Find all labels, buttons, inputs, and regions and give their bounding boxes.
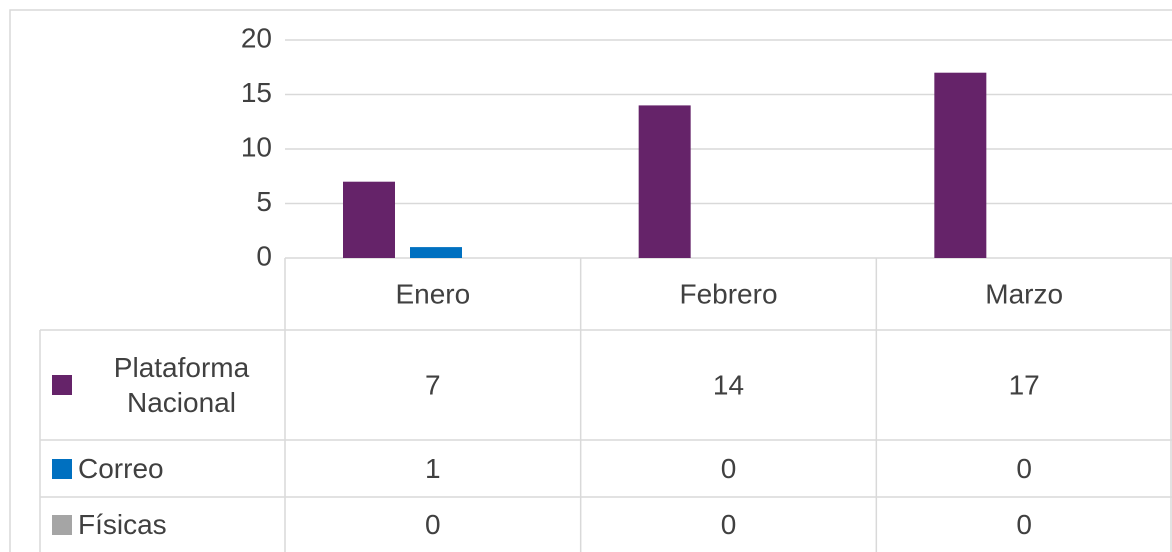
category-label: Enero [395, 278, 470, 309]
y-tick-label: 20 [241, 22, 272, 53]
legend-entry-label: Plataforma Nacional [40, 330, 285, 440]
y-tick-label: 5 [256, 186, 272, 217]
legend-entry: Correo [40, 440, 285, 497]
bar [638, 105, 691, 259]
bar [934, 72, 987, 258]
legend-text: Físicas [78, 509, 167, 540]
legend-swatch [52, 458, 72, 479]
table-cell: 0 [721, 509, 737, 540]
legend-swatch [52, 514, 72, 535]
y-tick-label: 0 [256, 240, 272, 271]
y-tick-label: 10 [241, 131, 272, 162]
table-cell: 0 [1016, 453, 1032, 484]
legend-entry-label: Físicas [40, 497, 285, 552]
legend-entry: Físicas [40, 497, 285, 552]
bar [410, 247, 462, 258]
table-cell: 7 [425, 369, 441, 400]
legend-entry: Plataforma Nacional [40, 330, 285, 440]
table-cell: 0 [721, 453, 737, 484]
table-cell: 0 [425, 509, 441, 540]
table-cell: 0 [1016, 509, 1032, 540]
table-cell: 14 [713, 369, 744, 400]
y-tick-label: 15 [241, 77, 272, 108]
category-label: Febrero [679, 278, 777, 309]
legend-text: Correo [78, 453, 164, 484]
legend-entry-label: Correo [40, 440, 285, 497]
table-cell: 1 [425, 453, 441, 484]
chart-border [9, 9, 1172, 552]
category-label: Marzo [985, 278, 1063, 309]
legend-text: Plataforma Nacional [113, 352, 250, 418]
table-cell: 17 [1009, 369, 1040, 400]
legend-swatch [52, 375, 72, 395]
bar [343, 181, 395, 258]
